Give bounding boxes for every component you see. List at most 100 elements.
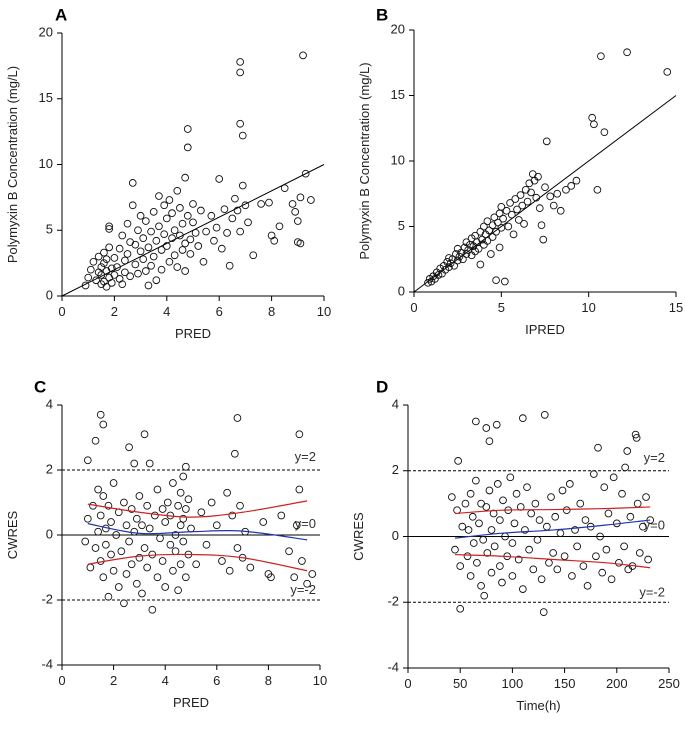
panel-a-point bbox=[293, 217, 302, 225]
panel-a-point bbox=[105, 225, 114, 233]
panel-d-point bbox=[492, 420, 501, 429]
panel-a-point bbox=[100, 248, 108, 257]
panel-d-point bbox=[579, 562, 588, 570]
panel-a-point bbox=[165, 257, 174, 266]
panel-a-point bbox=[199, 257, 208, 266]
panel-d-point bbox=[514, 555, 523, 564]
panel-b-x-tick-label: 15 bbox=[669, 300, 683, 315]
panel-d-point bbox=[537, 575, 546, 584]
panel-c-y-tick-label: 4 bbox=[46, 396, 53, 411]
panel-c-point bbox=[122, 570, 131, 578]
panel-c-point bbox=[112, 531, 121, 539]
panel-a-point bbox=[270, 236, 279, 245]
panel-a-label: A bbox=[55, 5, 67, 24]
panel-b-point bbox=[663, 68, 672, 76]
panel-a-point bbox=[126, 272, 134, 281]
panel-a-point bbox=[170, 251, 179, 260]
panel-a-point bbox=[134, 226, 142, 235]
panel-d-point bbox=[487, 526, 496, 534]
panel-a-point bbox=[217, 244, 226, 253]
panel-d-point bbox=[632, 434, 641, 442]
panel-a-point bbox=[131, 260, 140, 269]
panel-d-y-tick-label: 0 bbox=[392, 528, 399, 543]
panel-b-point bbox=[546, 192, 555, 201]
panel-c-point bbox=[233, 414, 242, 422]
panel-a-point bbox=[123, 250, 132, 258]
panel-c-point bbox=[181, 462, 190, 471]
panel-a-point bbox=[296, 193, 305, 202]
panel-a-x-tick-label: 8 bbox=[268, 304, 275, 319]
panel-a: A 0 2 4 6 8 10 0 5 10 15 20 PRED Polymyxin B Concentr… bbox=[5, 5, 331, 341]
panel-d-point bbox=[461, 499, 470, 508]
panel-a-point bbox=[170, 226, 179, 235]
panel-b-point bbox=[593, 185, 602, 194]
panel-a-point bbox=[244, 218, 252, 227]
panel-a-point bbox=[113, 263, 121, 271]
panel-d-ref-label-zero: y=0 bbox=[644, 518, 665, 533]
panel-c-point bbox=[127, 505, 136, 513]
panel-d-point bbox=[477, 581, 485, 590]
panel-d-point bbox=[472, 417, 480, 426]
panel-c-trend-lower bbox=[87, 553, 308, 572]
panel-d-point bbox=[547, 493, 555, 501]
panel-a-point bbox=[215, 175, 224, 183]
panel-a-point bbox=[92, 276, 100, 285]
panel-c-point bbox=[140, 544, 149, 552]
panel-c-point bbox=[104, 592, 113, 601]
panel-b-point bbox=[567, 182, 576, 190]
panel-d-x-tick-label: 0 bbox=[404, 676, 411, 691]
panel-c-point bbox=[202, 540, 211, 549]
panel-b-point bbox=[537, 221, 546, 230]
panel-a-point bbox=[141, 217, 150, 225]
panel-d-x-tick-label: 250 bbox=[658, 676, 680, 691]
panel-d-point bbox=[456, 562, 465, 570]
panel-a-point bbox=[207, 211, 216, 220]
panel-b-point bbox=[588, 113, 597, 122]
panel-c-point bbox=[207, 498, 216, 507]
panel-c-point bbox=[143, 501, 151, 510]
panel-a-point bbox=[197, 206, 205, 215]
panel-a-x-tick-label: 10 bbox=[317, 304, 331, 319]
panel-d-point bbox=[589, 470, 598, 478]
panel-b-point bbox=[445, 254, 453, 262]
panel-a-point bbox=[136, 247, 145, 256]
panel-b-point bbox=[528, 170, 537, 178]
panel-a-point bbox=[110, 254, 119, 262]
panel-c-point bbox=[292, 521, 301, 530]
panel-b-point bbox=[487, 250, 495, 258]
panel-c-point bbox=[127, 560, 136, 569]
panel-d-point bbox=[607, 575, 616, 584]
panel-d-point bbox=[551, 512, 560, 521]
panel-c-point bbox=[228, 511, 237, 520]
panel-d-point bbox=[620, 542, 628, 551]
panel-c-point bbox=[163, 498, 172, 507]
panel-c-x-tick-label: 8 bbox=[265, 673, 272, 688]
panel-d-point bbox=[642, 493, 650, 501]
panel-d-point bbox=[451, 545, 459, 554]
panel-a-point bbox=[181, 239, 189, 248]
panel-c-point bbox=[267, 573, 275, 582]
panel-c-x-tick-label: 6 bbox=[213, 673, 220, 688]
panel-d-ref-label-lower: y=-2 bbox=[639, 584, 665, 599]
panel-c-point bbox=[109, 479, 118, 487]
panel-c-point bbox=[140, 430, 149, 439]
panel-a-x-tick-label: 4 bbox=[163, 304, 170, 319]
panel-c-x-axis-title: PRED bbox=[173, 695, 209, 710]
panel-c-point bbox=[130, 527, 139, 536]
panel-c-x-tick-label: 10 bbox=[313, 673, 327, 688]
panel-c-point bbox=[91, 544, 100, 552]
panel-b-point bbox=[600, 128, 609, 137]
panel-a-point bbox=[238, 181, 247, 190]
panel-a-point bbox=[165, 196, 174, 204]
panel-a-point bbox=[152, 276, 161, 285]
panel-b-point bbox=[525, 179, 534, 188]
panel-c-point bbox=[104, 501, 113, 510]
panel-d-point bbox=[472, 476, 480, 485]
panel-b-point bbox=[527, 188, 535, 197]
panel-d-point bbox=[458, 522, 467, 531]
panel-a-point bbox=[107, 264, 116, 273]
panel-d-point bbox=[529, 565, 538, 574]
panel-c-point bbox=[135, 492, 144, 500]
panel-b-point bbox=[556, 206, 565, 215]
